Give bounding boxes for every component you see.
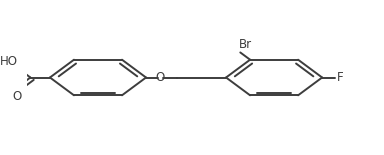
- Text: HO: HO: [0, 55, 18, 68]
- Text: O: O: [155, 71, 164, 84]
- Text: F: F: [337, 71, 344, 84]
- Text: Br: Br: [238, 38, 252, 51]
- Text: O: O: [12, 90, 22, 103]
